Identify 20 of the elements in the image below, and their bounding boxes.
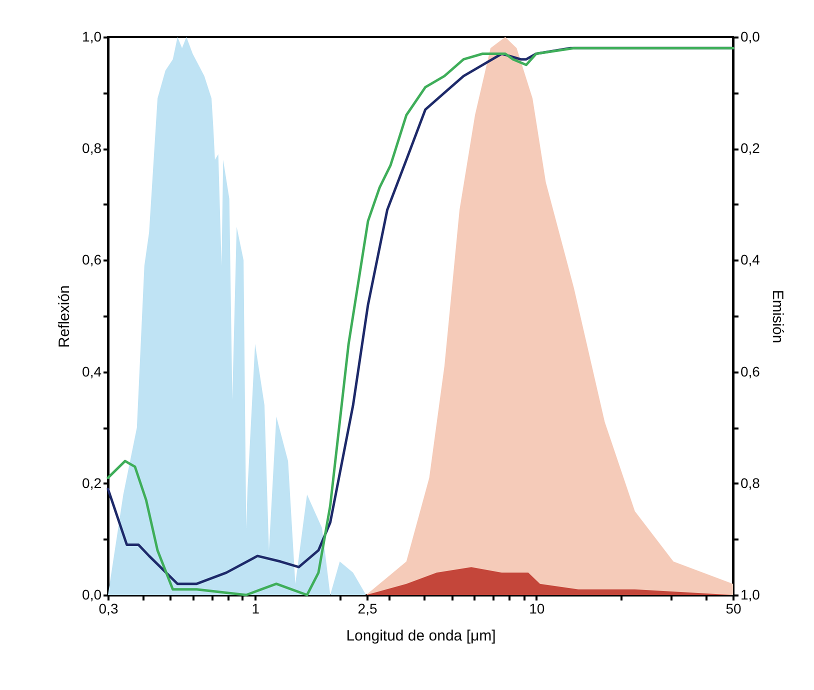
y2-tick-label: 0,6 xyxy=(740,363,760,380)
y-tick-label: 0,4 xyxy=(82,363,102,380)
x-tick-label: 1 xyxy=(252,600,260,616)
y-tick-label: 0,8 xyxy=(82,140,102,156)
x-tick-label: 2,5 xyxy=(358,600,378,616)
y2-tick-label: 0,4 xyxy=(740,252,760,268)
y-axis-title: Reflexión xyxy=(56,285,74,348)
x-axis-title: Longitud de onda [μm] xyxy=(346,628,496,644)
x-tick-label: 10 xyxy=(529,600,545,616)
y-tick-label: 0,0 xyxy=(82,586,102,602)
y2-axis-title: Emisión xyxy=(768,290,786,344)
y-tick-label: 0,6 xyxy=(82,252,102,268)
y2-tick-label: 1,0 xyxy=(740,586,760,602)
y2-tick-label: 0,0 xyxy=(740,28,760,44)
y2-tick-label: 0,2 xyxy=(740,140,760,156)
y2-tick-label: 0,8 xyxy=(740,474,760,491)
x-tick-label: 50 xyxy=(726,600,742,616)
y-tick-label: 0,2 xyxy=(82,474,102,491)
y-tick-label: 1,0 xyxy=(82,28,102,44)
x-tick-label: 0,3 xyxy=(98,600,118,616)
